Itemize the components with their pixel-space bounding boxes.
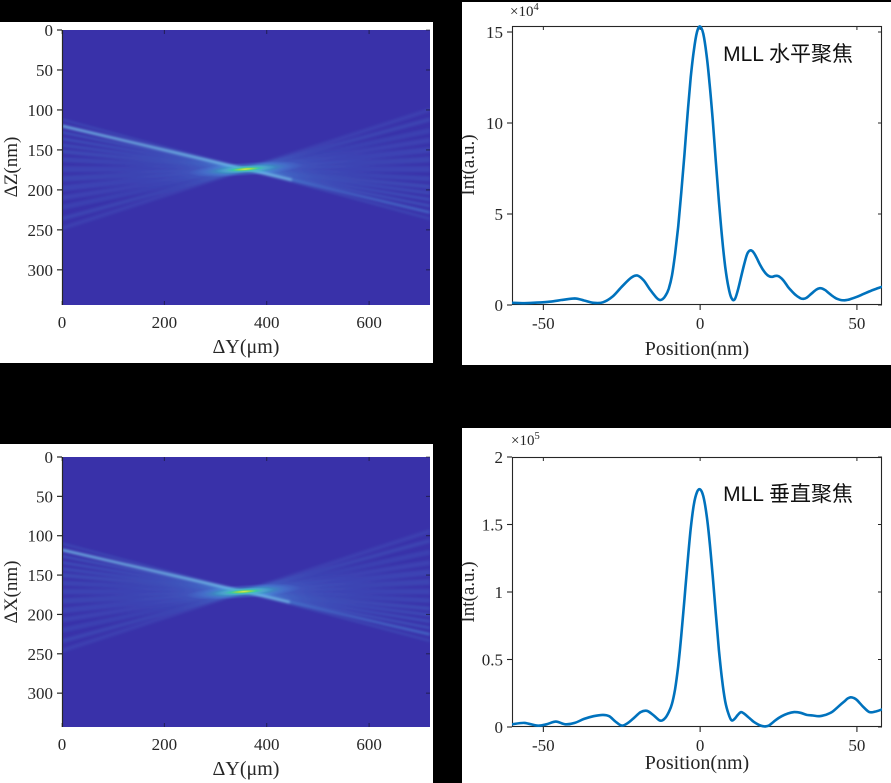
svg-text:150: 150 <box>28 566 54 585</box>
heatmap-horizontal-focus: 0 50 100 150 200 250 300 0 200 400 600 <box>28 22 430 332</box>
svg-text:600: 600 <box>356 313 382 332</box>
svg-text:50: 50 <box>848 314 865 333</box>
svg-text:5: 5 <box>495 205 504 224</box>
svg-text:0.5: 0.5 <box>482 651 503 670</box>
svg-text:250: 250 <box>28 645 54 664</box>
svg-text:200: 200 <box>152 313 178 332</box>
svg-text:0: 0 <box>495 296 504 315</box>
svg-text:50: 50 <box>36 487 53 506</box>
svg-text:0: 0 <box>495 718 504 737</box>
y-axis-exponent: ×104 <box>510 2 539 20</box>
svg-text:0: 0 <box>58 735 67 754</box>
panel-vertical-focus-map: 0 50 100 150 200 250 300 0 200 400 600 ΔX(nm) ΔY(μ… <box>0 444 433 783</box>
svg-text:-50: -50 <box>532 736 555 755</box>
svg-text:1: 1 <box>495 583 504 602</box>
panel-horizontal-focus-profile: -50 0 50 0 5 10 15 ×104 Int(a.u.) Position(nm)… <box>458 2 891 365</box>
svg-text:0: 0 <box>696 314 705 333</box>
svg-text:10: 10 <box>486 114 503 133</box>
svg-text:50: 50 <box>848 736 865 755</box>
annotation-horizontal-focus: MLL 水平聚焦 <box>723 43 853 66</box>
annotation-vertical-focus: MLL 垂直聚焦 <box>723 483 853 506</box>
svg-text:100: 100 <box>28 527 54 546</box>
svg-text:0: 0 <box>45 448 54 467</box>
svg-text:600: 600 <box>356 735 382 754</box>
svg-text:400: 400 <box>254 735 280 754</box>
svg-text:0: 0 <box>696 736 705 755</box>
svg-text:200: 200 <box>28 605 54 624</box>
line-chart-horizontal-focus: -50 0 50 0 5 10 15 <box>486 23 883 333</box>
svg-text:0: 0 <box>45 22 54 40</box>
svg-text:400: 400 <box>254 313 280 332</box>
panel-horizontal-focus-map: 0 50 100 150 200 250 300 0 200 400 600 ΔZ(nm) ΔY(μ… <box>0 22 433 363</box>
svg-text:150: 150 <box>28 141 54 160</box>
svg-text:0: 0 <box>58 313 67 332</box>
svg-text:100: 100 <box>28 101 54 120</box>
svg-text:300: 300 <box>28 684 54 703</box>
panel-vertical-focus-profile: -50 0 50 0 0.5 1 1.5 2 ×105 Int(a.u.) Position(… <box>458 428 891 783</box>
svg-text:-50: -50 <box>532 314 555 333</box>
y-axis-exponent: ×105 <box>511 431 540 449</box>
svg-text:200: 200 <box>28 181 54 200</box>
heatmap-vertical-focus: 0 50 100 150 200 250 300 0 200 400 600 <box>28 448 430 754</box>
svg-text:250: 250 <box>28 221 54 240</box>
line-chart-vertical-focus: -50 0 50 0 0.5 1 1.5 2 <box>482 448 883 755</box>
svg-text:2: 2 <box>495 448 504 467</box>
svg-text:1.5: 1.5 <box>482 516 503 535</box>
svg-text:50: 50 <box>36 61 53 80</box>
svg-text:15: 15 <box>486 23 503 42</box>
svg-text:200: 200 <box>152 735 178 754</box>
svg-text:300: 300 <box>28 261 54 280</box>
